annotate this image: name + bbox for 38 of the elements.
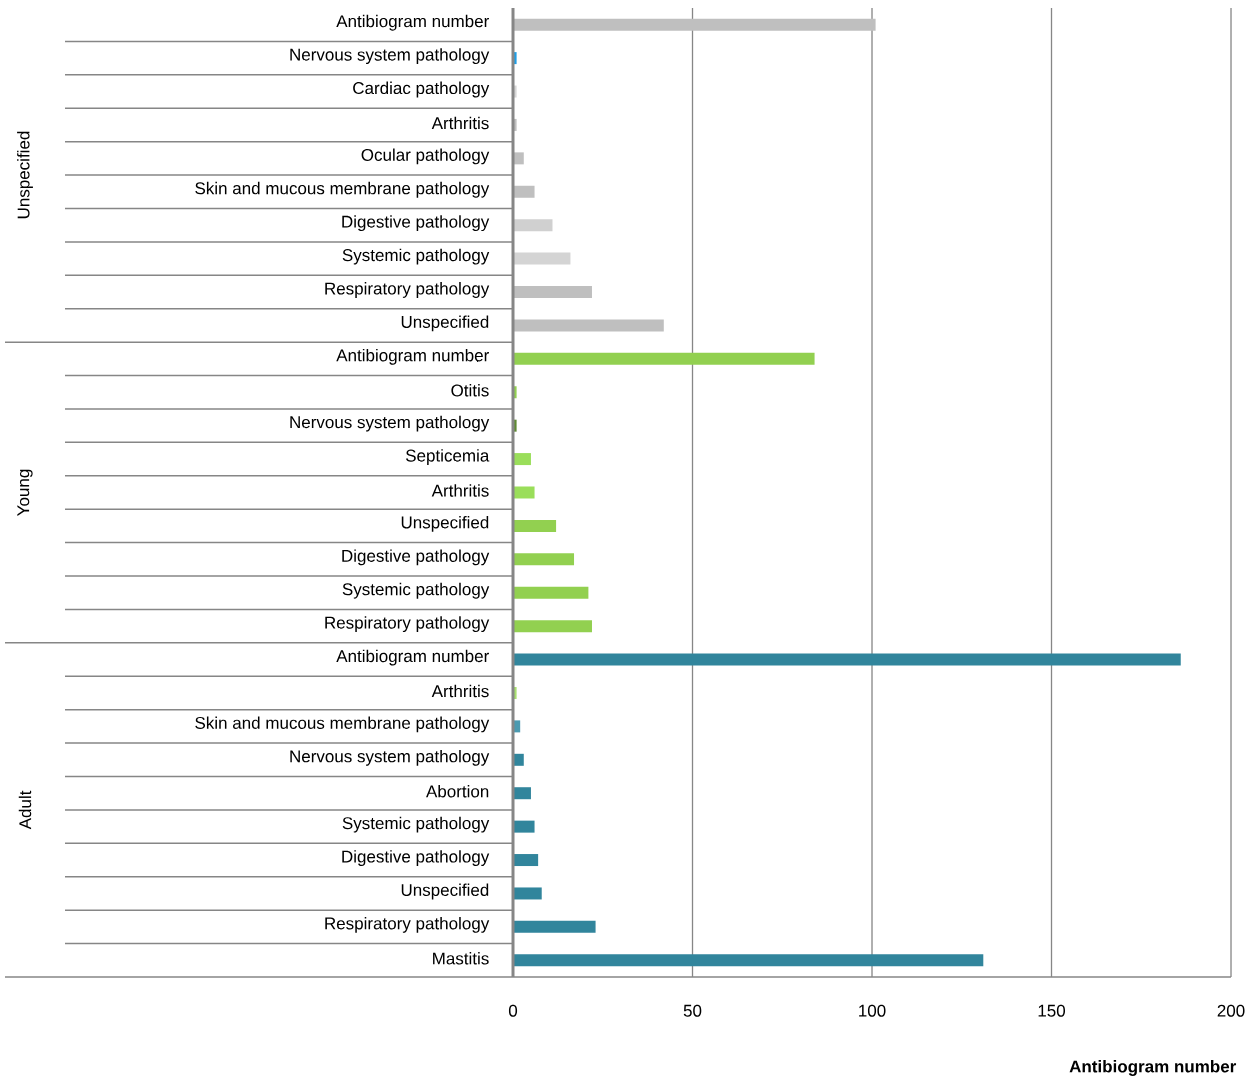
y-tick-label: Antibiogram number [336, 649, 489, 666]
y-tick-label: Systemic pathology [342, 582, 490, 599]
y-tick-label: Systemic pathology [342, 248, 490, 265]
y-tick-label: Respiratory pathology [325, 616, 490, 633]
y-tick-label: Septicemia [405, 449, 490, 466]
y-tick-label: Skin and mucous membrane pathology [195, 716, 490, 733]
y-tick-label: Respiratory pathology [325, 282, 490, 298]
y-tick-label: Respiratory pathology [325, 916, 490, 933]
y-tick-label: Otitis [451, 384, 489, 397]
y-tick-label: Antibiogram number [336, 348, 489, 365]
y-tick-label: Cardiac pathology [353, 81, 490, 98]
x-tick-label: 100 [859, 1004, 886, 1017]
y-tick-label: Digestive pathology [342, 549, 490, 566]
y-tick-label: Nervous system pathology [290, 48, 490, 65]
y-tick-label: Nervous system pathology [290, 415, 490, 432]
y-tick-label: Abortion [426, 784, 489, 798]
y-tick-label: Skin and mucous membrane pathology [195, 181, 490, 198]
y-tick-label: Digestive pathology [342, 215, 490, 232]
x-tick-label: 50 [683, 1004, 702, 1017]
y-tick-label: Systemic pathology [342, 816, 490, 833]
y-tick-label: Mastitis [433, 952, 489, 965]
x-tick-label: 150 [1038, 1004, 1066, 1017]
x-axis-title: Antibiogram number [1069, 1060, 1237, 1076]
text: Unspecified [17, 131, 33, 219]
y-tick-label: Nervous system pathology [290, 749, 490, 766]
x-tick-label: 0 [508, 1004, 518, 1017]
y-tick-label: Unspecified [401, 515, 489, 532]
y-tick-label: Ocular pathology [361, 148, 490, 165]
y-tick-label: Digestive pathology [342, 850, 490, 866]
y-tick-label: Unspecified [401, 883, 489, 900]
y-tick-label: Arthritis [431, 116, 489, 130]
y-tick-label: Antibiogram number [336, 14, 489, 31]
y-tick-label: Arthritis [431, 684, 489, 698]
y-tick-label: Arthritis [431, 484, 489, 497]
text: Adult [18, 790, 32, 830]
text: Young [17, 469, 33, 516]
y-tick-label: Unspecified [401, 315, 489, 332]
x-tick-label: 200 [1217, 1004, 1245, 1017]
